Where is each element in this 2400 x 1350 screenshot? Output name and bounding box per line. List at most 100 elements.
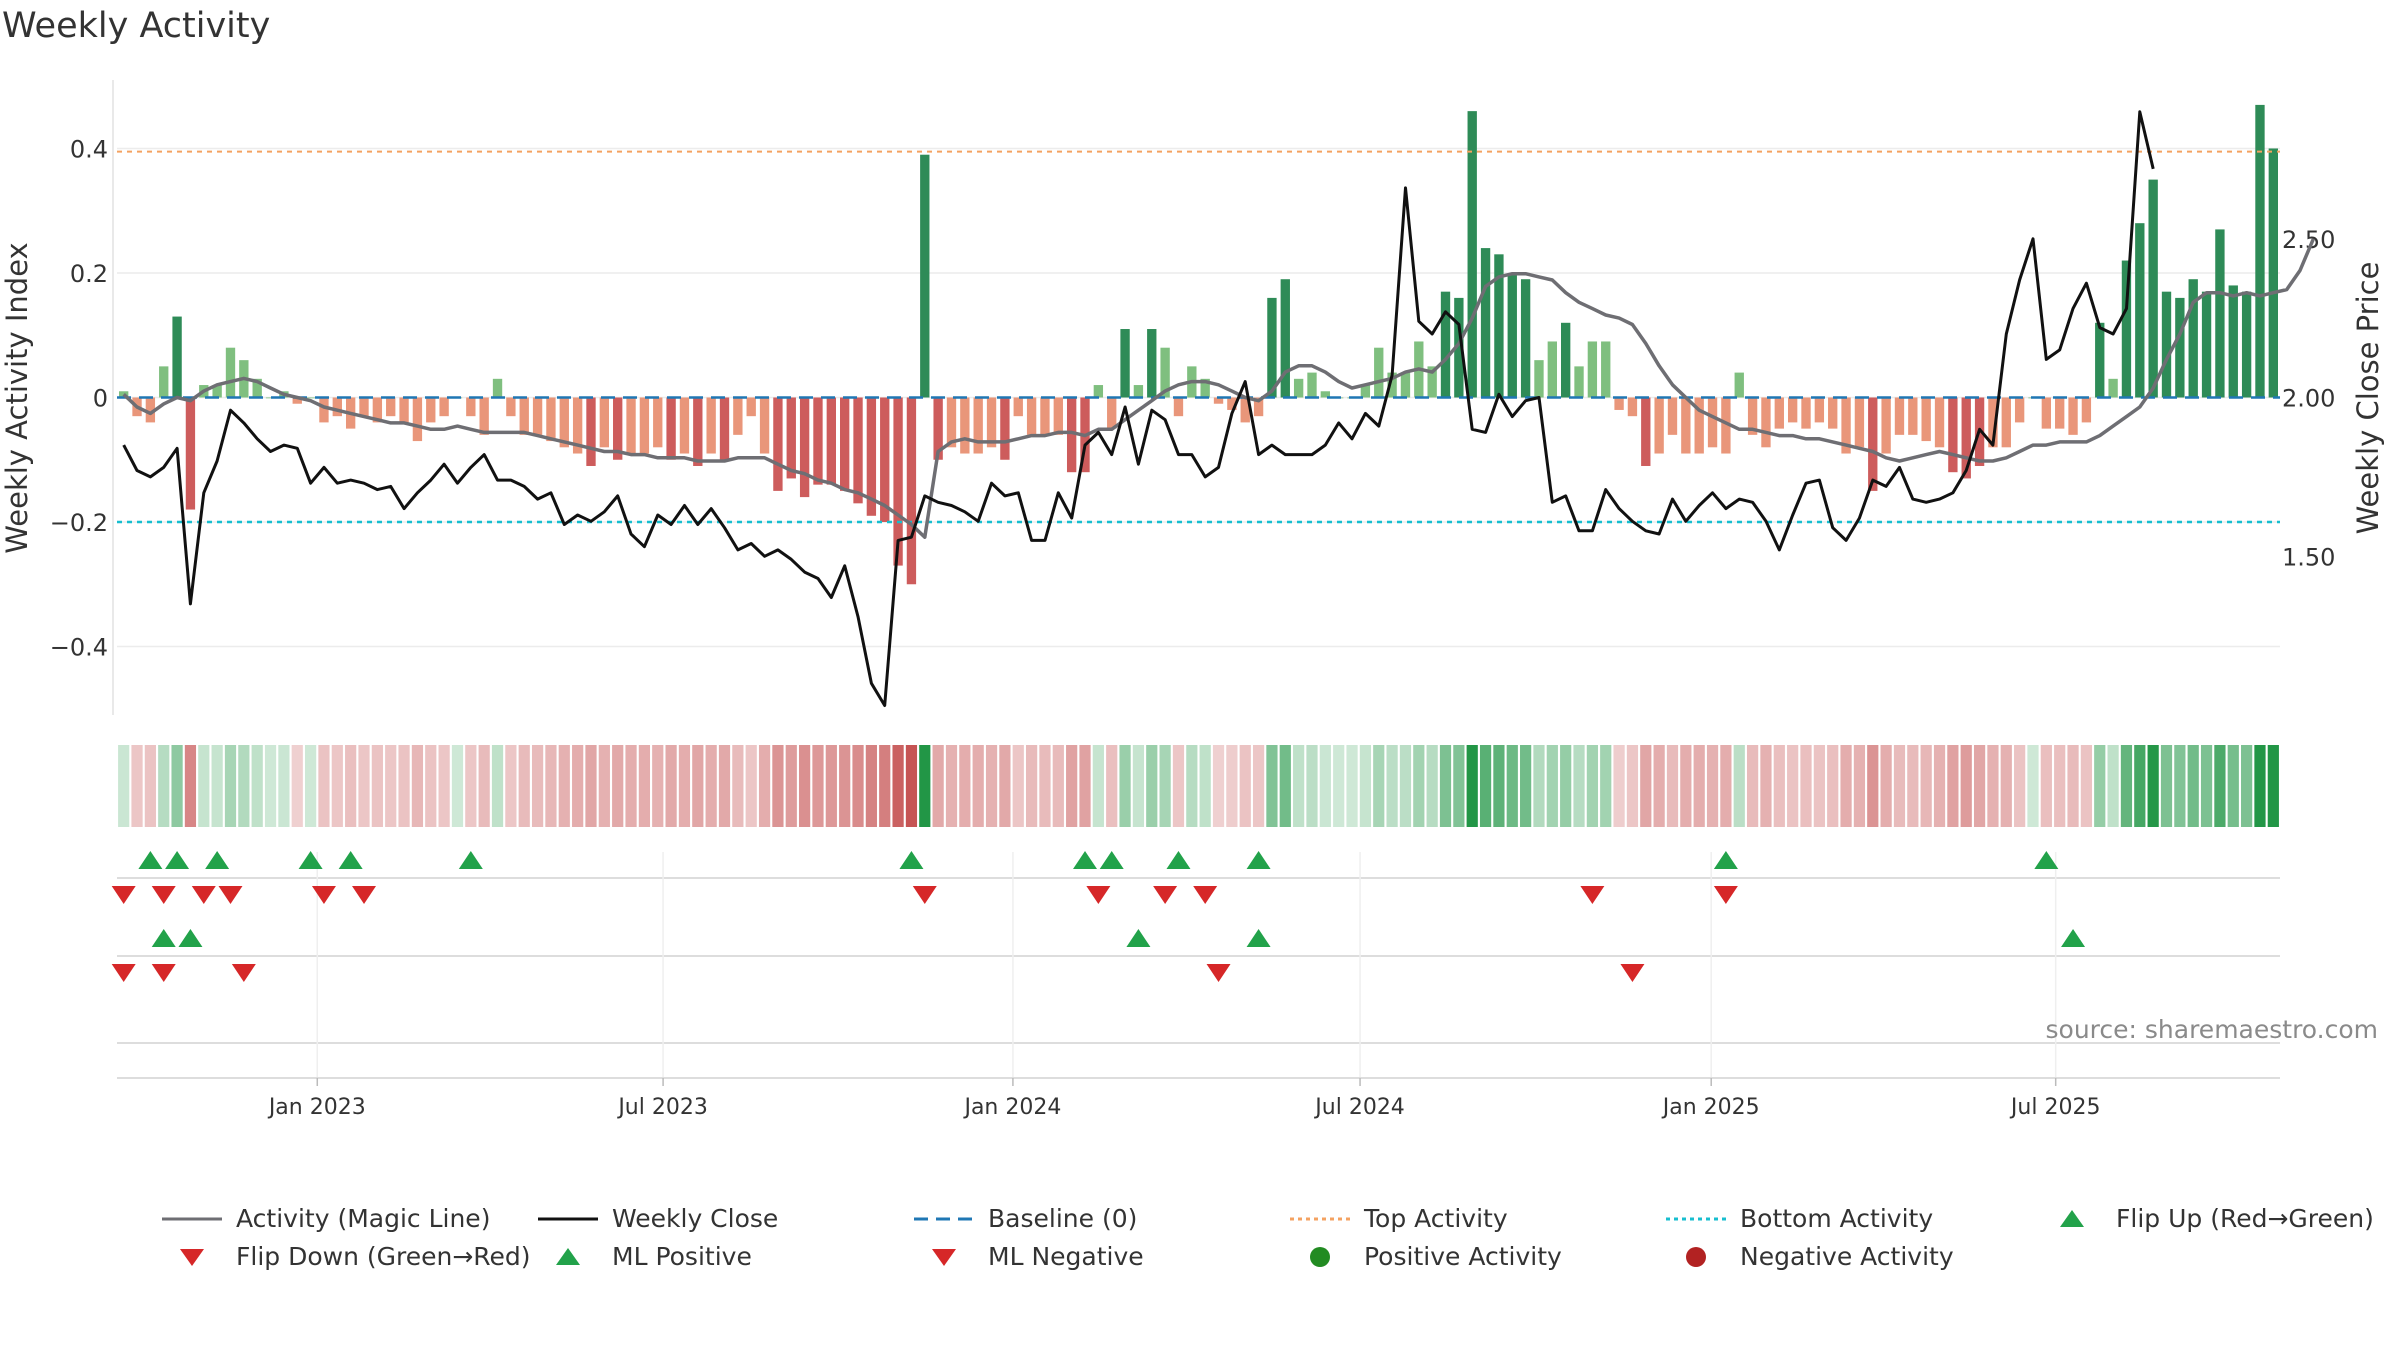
heat-strip-cell [1733, 745, 1745, 827]
heat-strip-cell [665, 745, 677, 827]
positive-activity-bar [1307, 372, 1317, 398]
y-tick-label: 0.2 [70, 260, 108, 288]
heat-strip-cell [772, 745, 784, 827]
positive-activity-bar [1587, 341, 1598, 398]
heat-strip-cell [1399, 745, 1412, 827]
heat-strip-cell [331, 745, 343, 827]
negative-activity-bar [466, 397, 476, 417]
heat-strip-cell [2174, 745, 2186, 827]
negative-activity-bar [746, 397, 756, 417]
heat-strip-cell [478, 745, 490, 827]
negative-activity-bar [185, 397, 196, 510]
legend-swatch [1290, 1217, 1350, 1220]
positive-activity-bar [2241, 291, 2252, 398]
negative-activity-bar [813, 397, 823, 485]
positive-activity-bar [2268, 148, 2278, 398]
x-tick-label: Jan 2025 [1661, 1095, 1760, 1120]
heat-strip-cell [598, 745, 610, 827]
legend-swatch [2060, 1209, 2084, 1227]
negative-activity-bar [773, 397, 783, 491]
negative-activity-bar [986, 397, 997, 448]
heat-strip-cell [1933, 745, 1946, 827]
heat-strip-cell [852, 745, 864, 827]
negative-activity-bar [1814, 397, 1825, 423]
legend-ml-negative: ML Negative [912, 1242, 1144, 1271]
positive-activity-bar [1400, 372, 1411, 398]
heat-strip-cell [985, 745, 998, 827]
heat-strip-cell [1386, 745, 1398, 827]
heat-strip-cell [465, 745, 477, 827]
negative-activity-bar [960, 397, 970, 454]
negative-activity-bar [1053, 397, 1063, 435]
positive-activity-bar [1520, 279, 1531, 398]
legend-weekly-close: Weekly Close [536, 1204, 778, 1233]
ml-positive-marker [2061, 929, 2086, 947]
legend-label: Flip Up (Red→Green) [2116, 1204, 2374, 1233]
heat-strip-cell [1333, 745, 1345, 827]
positive-activity-bar [1387, 372, 1397, 398]
heat-strip-cell [1653, 745, 1665, 827]
positive-activity-bar [2188, 279, 2198, 398]
positive-activity-bar [305, 397, 316, 399]
negative-activity-bar [1000, 397, 1010, 460]
heat-strip-cell [304, 745, 317, 827]
legend-swatch [180, 1248, 204, 1266]
flip-down-marker [1713, 886, 1738, 904]
positive-activity-bar [265, 397, 276, 399]
flip-up-marker [1166, 851, 1191, 869]
heat-strip-cell [2080, 745, 2093, 827]
heat-strip-cell [531, 745, 544, 827]
negative-activity-bar [359, 397, 369, 417]
ml-positive-marker [151, 929, 176, 947]
positive-activity-bar [159, 366, 169, 398]
heat-strip-cell [2120, 745, 2133, 827]
heat-strip-cell [1239, 745, 1251, 827]
heat-strip-cell [1252, 745, 1265, 827]
heat-strip-cell [144, 745, 156, 827]
heat-strip-cell [865, 745, 877, 827]
heat-strip-cell [1079, 745, 1091, 827]
heat-strip-cell [2054, 745, 2066, 827]
heat-strip-cell [1880, 745, 1892, 827]
weekly-close-series [122, 110, 2155, 707]
heat-strip-cell [1359, 745, 1372, 827]
heat-strip-cell [1346, 745, 1358, 827]
heat-strip-cell [799, 745, 811, 827]
positive-activity-bar [1120, 329, 1130, 398]
flip-up-marker [205, 851, 230, 869]
negative-activity-bar [1240, 397, 1250, 423]
legend-negative-activity: Negative Activity [1664, 1242, 1954, 1271]
negative-activity-bar [666, 397, 676, 460]
heat-strip-cell [1146, 745, 1158, 827]
legend-label: Positive Activity [1364, 1242, 1562, 1271]
heat-strip-cell [1172, 745, 1185, 827]
negative-activity-bar [399, 397, 409, 423]
positive-activity-bar [492, 378, 503, 398]
heat-strip-cell [518, 745, 530, 827]
heat-strip-cell [919, 745, 931, 827]
heat-strip-cell [1640, 745, 1652, 827]
source-note: source: sharemaestro.com [2046, 1015, 2379, 1044]
negative-activity-bar [759, 397, 770, 454]
heat-strip-cell [2040, 745, 2052, 827]
negative-activity-bar [1761, 397, 1771, 448]
heat-strip-cell [345, 745, 357, 827]
negative-activity-bar [1961, 397, 1971, 479]
positive-activity-bar [1374, 347, 1384, 398]
negative-activity-bar [586, 397, 596, 466]
negative-activity-bar [693, 397, 703, 466]
heat-strip-cell [545, 745, 557, 827]
negative-activity-bar [639, 397, 650, 454]
legend-baseline: Baseline (0) [912, 1204, 1137, 1233]
heat-strip-cell [705, 745, 717, 827]
heat-strip-cell [1199, 745, 1211, 827]
positive-activity-bar [1427, 366, 1437, 398]
negative-activity-bar [145, 397, 156, 423]
flip-down-marker [218, 886, 243, 904]
positive-activity-bar [2255, 104, 2265, 398]
legend-swatch [556, 1247, 580, 1265]
heat-strip-cell [1746, 745, 1759, 827]
heat-strip-cell [1773, 745, 1785, 827]
heat-strip-cell [2000, 745, 2012, 827]
negative-activity-bar [706, 397, 716, 454]
